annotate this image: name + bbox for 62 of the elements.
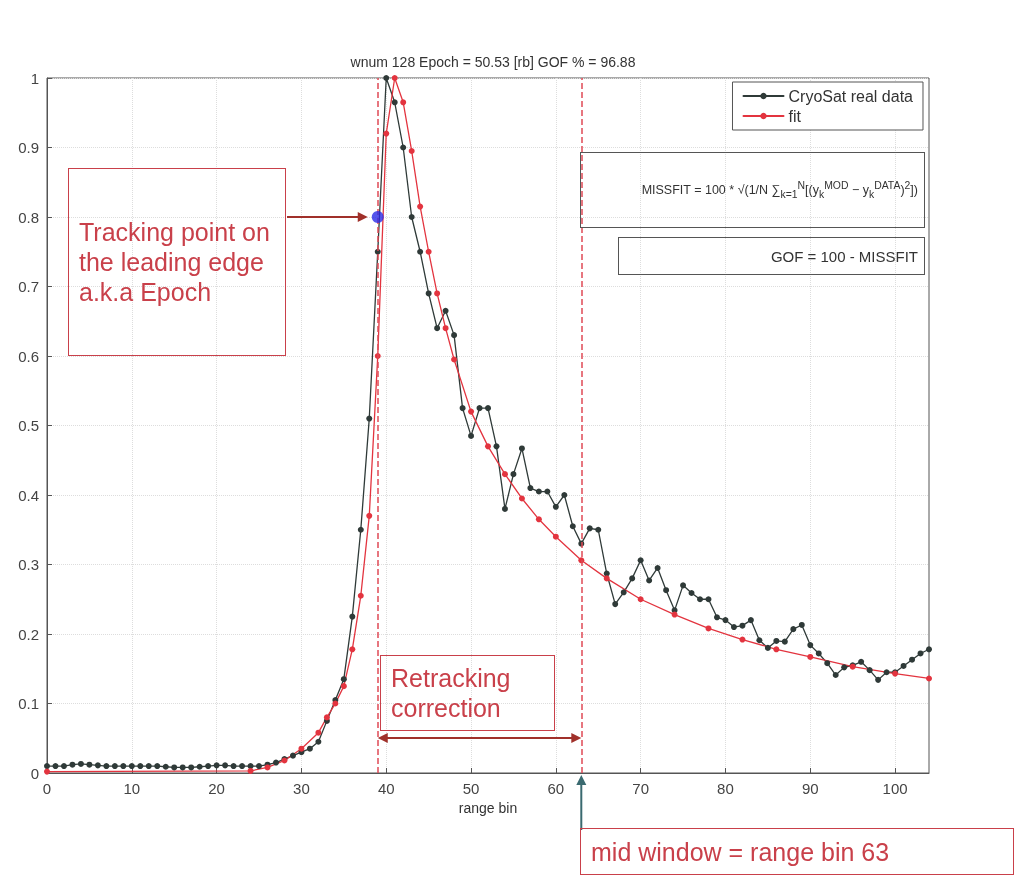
y-tick-label: 0.3 [18, 556, 39, 573]
y-tick-label: 0.9 [18, 139, 39, 156]
point [451, 356, 458, 363]
x-tick-label: 20 [208, 780, 225, 797]
x-tick-label: 30 [293, 780, 310, 797]
annotation: Retracking correction [391, 663, 512, 723]
annotation: GOF = 100 - MISSFIT [770, 247, 918, 265]
point [340, 683, 347, 690]
point [383, 130, 390, 137]
x-tick-label: 10 [123, 780, 141, 797]
point [535, 516, 542, 523]
point [518, 495, 525, 502]
x-tick-label: 90 [801, 780, 819, 797]
x-tick-label: 80 [717, 780, 734, 797]
x-tick-label: 40 [377, 780, 395, 797]
annotation: Tracking point on the leading edge a.k.a Epoch [79, 217, 271, 307]
point [434, 290, 441, 297]
point [773, 646, 780, 653]
x-tick-label: 60 [547, 780, 565, 797]
x-tick-label: 70 [632, 780, 649, 797]
point [366, 512, 373, 519]
point [247, 767, 254, 774]
point [637, 596, 644, 603]
legend-label: CryoSat real data [788, 87, 914, 105]
point [501, 471, 508, 478]
point [315, 729, 322, 736]
legend-label: fit [788, 107, 802, 125]
text: mid window = range bin 63 [591, 836, 890, 867]
point [807, 653, 814, 660]
y-tick-label: 0.1 [18, 695, 39, 712]
chart-title: wnum 128 Epoch = 50.53 [rb] GOF % = 96.88 [349, 54, 636, 70]
point [371, 211, 384, 223]
point [671, 611, 678, 618]
point [442, 325, 449, 332]
y-tick-label: 0.7 [18, 278, 39, 295]
y-tick-label: 0.2 [18, 625, 39, 643]
point [357, 592, 364, 599]
point [468, 408, 475, 415]
point [739, 636, 746, 643]
x-axis-title: range bin [458, 800, 518, 816]
point [298, 745, 305, 752]
y-tick-label: 1 [30, 69, 39, 87]
x-tick-label: 100 [882, 780, 908, 797]
point [485, 443, 491, 450]
y-tick-label: 0.6 [18, 347, 39, 365]
y-tick-label: 0 [30, 764, 39, 782]
y-tick-label: 0.8 [18, 208, 39, 226]
point [417, 203, 424, 210]
point [926, 675, 932, 682]
x-tick-label: 50 [462, 780, 480, 797]
point [552, 533, 559, 540]
point [705, 625, 712, 632]
text: MISSFIT = 100 * √(1/N ∑$_{k=1}$$^{N}$[(y$_{k}$$^{MOD}$ − y$_{k}$$^{DATA}$)$^{2}$]) [641, 180, 918, 200]
point [400, 99, 407, 106]
y-tick-label: 0.5 [18, 417, 39, 434]
point [391, 75, 398, 81]
point [425, 248, 432, 255]
y-tick-label: 0.4 [18, 486, 39, 504]
x-tick-label: 0 [42, 780, 52, 797]
point [408, 147, 415, 154]
point [349, 646, 356, 653]
point [603, 575, 610, 582]
